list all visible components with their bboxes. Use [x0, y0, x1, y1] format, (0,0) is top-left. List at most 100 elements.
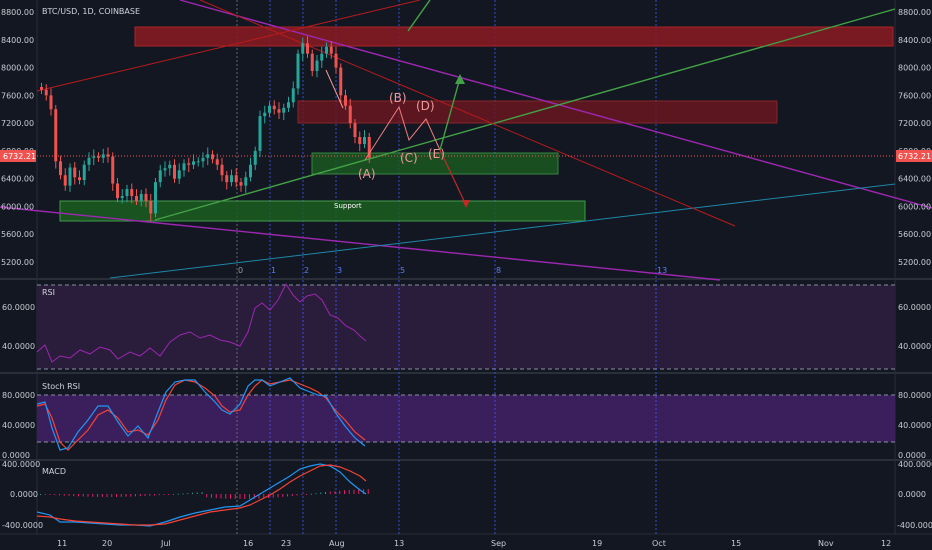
candle-body — [130, 189, 134, 197]
macd-bar — [177, 493, 179, 495]
candle-body — [87, 157, 91, 165]
candle-body — [348, 105, 352, 124]
candle-body — [139, 193, 143, 201]
candle-body — [101, 154, 105, 158]
macd-bar — [92, 494, 94, 497]
macd-bar — [44, 494, 46, 495]
candle-body — [344, 95, 347, 106]
stoch-tick-0-right: 0.0000 — [898, 451, 926, 460]
price-tick-left: 8800.00 — [1, 8, 34, 17]
macd-axis: 400.0000 0.0000 -400.0000 400.0000 0.000… — [2, 460, 932, 530]
rsi-tick-60-left: 60.0000 — [2, 303, 35, 312]
candle-body — [263, 112, 267, 117]
price-axis-right: 8800.008400.008000.007600.007200.006800.… — [898, 8, 931, 267]
fib-number-0: 0 — [238, 266, 243, 275]
candle-body — [187, 163, 191, 165]
time-label-jul: Jul — [160, 539, 171, 548]
macd-bar — [139, 494, 141, 497]
candle-body — [339, 67, 343, 96]
macd-bar — [163, 494, 165, 495]
macd-bar — [249, 494, 250, 499]
candle-body — [215, 159, 219, 165]
candle-body — [92, 156, 96, 158]
price-tick-left: 6000.00 — [1, 202, 34, 211]
candle-body — [154, 182, 157, 214]
macd-bar — [130, 494, 132, 497]
time-label-11: 11 — [57, 539, 67, 548]
macd-bar — [301, 494, 303, 495]
stoch-tick-40-right: 40.0000 — [898, 421, 931, 430]
macd-bar — [367, 489, 369, 494]
fib-number-1: 1 — [271, 266, 276, 275]
stoch-tick-40-left: 40.0000 — [2, 421, 35, 430]
stoch-tick-80-left: 80.0000 — [2, 391, 35, 400]
candle-body — [97, 156, 100, 158]
price-tick-right: 7600.00 — [898, 91, 931, 100]
candle-body — [306, 43, 309, 54]
candle-body — [325, 46, 328, 54]
macd-bar — [244, 494, 246, 499]
fib-number-5: 5 — [400, 266, 405, 275]
macd-bar — [272, 494, 274, 498]
wave-label-a: (A) — [358, 167, 376, 181]
macd-bar — [196, 492, 198, 494]
macd-bar — [320, 492, 322, 494]
price-tick-left: 6400.00 — [1, 175, 34, 184]
macd-bar — [353, 489, 355, 494]
stoch-d-line — [36, 379, 366, 451]
wave-labels: (A) (B) (C) (D) (E) — [358, 91, 445, 181]
macd-bar — [315, 493, 317, 495]
candle-body — [315, 60, 319, 72]
macd-bar — [310, 493, 312, 495]
price-tick-right: 6000.00 — [898, 202, 931, 211]
macd-bar — [258, 494, 260, 499]
rsi-band — [37, 285, 895, 369]
support-label: Support — [334, 202, 362, 210]
candle-body — [291, 88, 295, 103]
price-tick-right: 5600.00 — [898, 230, 931, 239]
price-tick-left: 7600.00 — [1, 91, 34, 100]
candle-body — [244, 177, 248, 186]
rsi-axis: 60.0000 40.0000 60.0000 40.0000 — [2, 303, 931, 351]
rsi-tick-40-left: 40.0000 — [2, 342, 35, 351]
time-label-20: 20 — [102, 539, 112, 548]
support-zone — [59, 200, 586, 222]
macd-bar — [263, 494, 265, 499]
fib-numbers: 0 1 2 3 5 8 13 — [238, 266, 667, 275]
macd-bar — [358, 489, 360, 494]
price-tick-left: 8000.00 — [1, 64, 34, 73]
candle-body — [367, 137, 371, 158]
bear-arrow-line — [439, 149, 467, 206]
macd-bar — [230, 494, 231, 499]
time-label-nov: Nov — [818, 539, 834, 548]
candle-body — [163, 168, 167, 171]
macd-bar — [116, 494, 117, 497]
fib-time-lines — [236, 0, 657, 534]
candle-body — [111, 156, 115, 184]
macd-bar — [59, 494, 60, 496]
candle-body — [239, 182, 243, 186]
macd-bar — [135, 494, 136, 497]
price-axis-left: 8800.008400.008000.007600.007200.006800.… — [1, 8, 34, 267]
candle-body — [49, 95, 53, 110]
wave-label-e: (E) — [428, 147, 445, 161]
price-tick-right: 7200.00 — [898, 119, 931, 128]
candle-body — [78, 177, 81, 181]
candle-body — [320, 53, 324, 61]
bear-arrow-head — [462, 200, 470, 208]
wave-label-c: (C) — [400, 151, 418, 165]
macd-bar — [182, 493, 184, 495]
rsi-tick-40-right: 40.0000 — [898, 342, 931, 351]
price-tick-right: 6400.00 — [898, 175, 931, 184]
macd-histogram — [40, 489, 369, 499]
macd-tick-0-right: 0.0000 — [898, 490, 926, 499]
candle-body — [353, 123, 357, 137]
candle-body — [225, 175, 229, 183]
candle-body — [301, 43, 305, 54]
macd-tick-neg400-left: -400.0000 — [2, 521, 43, 530]
rsi-line — [36, 282, 367, 363]
candle-body — [310, 53, 314, 72]
macd-bar — [73, 494, 75, 497]
macd-bar — [192, 492, 193, 494]
